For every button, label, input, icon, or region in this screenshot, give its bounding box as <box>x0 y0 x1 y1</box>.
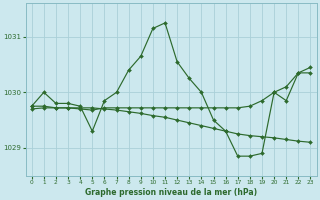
X-axis label: Graphe pression niveau de la mer (hPa): Graphe pression niveau de la mer (hPa) <box>85 188 257 197</box>
